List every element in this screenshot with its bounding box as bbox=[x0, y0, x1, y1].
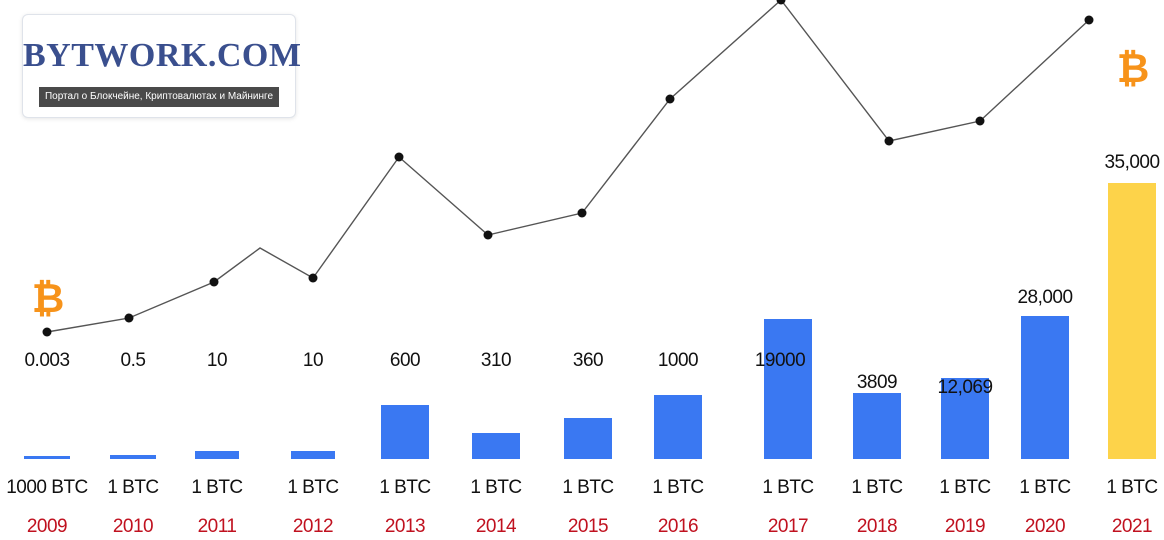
year-label-2018: 2018 bbox=[857, 516, 897, 537]
logo-subtitle: Портал о Блокчейне, Криптовалютах и Майн… bbox=[39, 87, 279, 107]
trend-point-2020 bbox=[975, 116, 985, 126]
unit-label-2016: 1 BTC bbox=[652, 477, 703, 498]
value-label-2013: 600 bbox=[390, 350, 420, 371]
unit-label-2020: 1 BTC bbox=[1019, 477, 1070, 498]
bar-2020 bbox=[1021, 316, 1069, 459]
bitcoin-icon: ₿ bbox=[1117, 46, 1150, 92]
bitcoin-icon: ₿ bbox=[32, 276, 65, 322]
value-label-2019: 12,069 bbox=[937, 377, 992, 398]
logo-title: BYTWORK.COM bbox=[23, 37, 302, 74]
unit-label-2010: 1 BTC bbox=[107, 477, 158, 498]
bar-2016 bbox=[654, 395, 702, 459]
value-label-2015: 360 bbox=[573, 350, 603, 371]
year-label-2017: 2017 bbox=[768, 516, 808, 537]
bar-2019 bbox=[941, 378, 989, 459]
bar-2011 bbox=[195, 451, 239, 459]
unit-label-2017: 1 BTC bbox=[762, 477, 813, 498]
trend-point-2015 bbox=[483, 230, 493, 240]
unit-label-2014: 1 BTC bbox=[470, 477, 521, 498]
year-label-2010: 2010 bbox=[113, 516, 153, 537]
year-label-2015: 2015 bbox=[568, 516, 608, 537]
value-label-2016: 1000 bbox=[658, 350, 698, 371]
trend-point-2016 bbox=[577, 208, 587, 218]
year-label-2014: 2014 bbox=[476, 516, 517, 537]
unit-label-2015: 1 BTC bbox=[562, 477, 613, 498]
bar-2017 bbox=[764, 319, 812, 459]
bar-2009 bbox=[24, 456, 70, 459]
value-label-2018: 3809 bbox=[857, 372, 897, 393]
trend-point-2014 bbox=[394, 152, 404, 162]
value-label-2021: 35,000 bbox=[1104, 152, 1159, 173]
trend-point-2021 bbox=[1084, 15, 1094, 25]
unit-label-2019: 1 BTC bbox=[939, 477, 990, 498]
bar-2015 bbox=[564, 418, 612, 459]
unit-label-2018: 1 BTC bbox=[851, 477, 902, 498]
year-label-2009: 2009 bbox=[27, 516, 67, 537]
value-label-2009: 0.003 bbox=[24, 350, 69, 371]
logo-card: BYTWORK.COM Портал о Блокчейне, Криптова… bbox=[22, 14, 302, 118]
value-label-2012: 10 bbox=[303, 350, 323, 371]
trend-point-2009 bbox=[42, 327, 52, 337]
value-label-2020: 28,000 bbox=[1017, 287, 1072, 308]
year-label-2012: 2012 bbox=[293, 516, 333, 537]
year-label-2020: 2020 bbox=[1025, 516, 1065, 537]
year-label-2011: 2011 bbox=[198, 516, 237, 537]
trend-point-2018 bbox=[776, 0, 786, 5]
bar-2021 bbox=[1108, 183, 1156, 459]
value-label-2011: 10 bbox=[207, 350, 227, 371]
value-label-2017: 19000 bbox=[755, 350, 805, 371]
value-label-2014: 310 bbox=[481, 350, 511, 371]
year-label-2019: 2019 bbox=[945, 516, 985, 537]
unit-label-2021: 1 BTC bbox=[1106, 477, 1157, 498]
trend-point-2010 bbox=[124, 313, 134, 323]
trend-point-2017 bbox=[665, 94, 675, 104]
bar-2014 bbox=[472, 433, 520, 459]
trend-point-2019 bbox=[884, 136, 894, 146]
bar-2018 bbox=[853, 393, 901, 459]
bar-2012 bbox=[291, 451, 335, 459]
year-label-2016: 2016 bbox=[658, 516, 698, 537]
year-label-2021: 2021 bbox=[1112, 516, 1152, 537]
unit-label-2013: 1 BTC bbox=[379, 477, 430, 498]
unit-label-2012: 1 BTC bbox=[287, 477, 338, 498]
unit-label-2011: 1 BTC bbox=[191, 477, 242, 498]
trend-point-2013 bbox=[308, 273, 318, 283]
value-label-2010: 0.5 bbox=[121, 350, 146, 371]
trend-line bbox=[46, 0, 1090, 333]
bar-2010 bbox=[110, 455, 156, 459]
unit-label-2009: 1000 BTC bbox=[6, 477, 88, 498]
year-label-2013: 2013 bbox=[385, 516, 425, 537]
trend-point-2011 bbox=[209, 277, 219, 287]
bar-2013 bbox=[381, 405, 429, 459]
